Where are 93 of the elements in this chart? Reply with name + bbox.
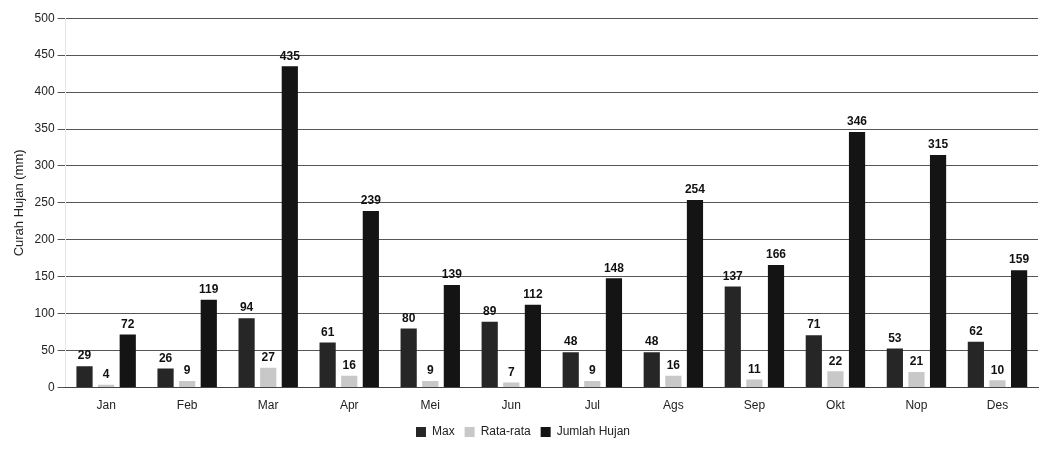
- data-label: 16: [342, 358, 357, 373]
- data-label: 148: [603, 260, 625, 275]
- y-tick-label: 200: [34, 232, 55, 247]
- bar: [319, 342, 336, 388]
- bar: [967, 341, 984, 388]
- bar: [76, 366, 93, 388]
- bar: [724, 286, 741, 388]
- bar: [524, 304, 542, 388]
- bar: [179, 380, 196, 388]
- y-axis-title: Curah Hujan (mm): [11, 149, 27, 257]
- data-label: 4: [102, 366, 110, 381]
- x-tick-label: Sep: [743, 398, 766, 413]
- y-tick-label: 150: [34, 269, 55, 284]
- data-label: 112: [523, 287, 543, 302]
- data-label: 26: [158, 350, 173, 365]
- bar: [562, 352, 579, 388]
- x-tick-label: Nop: [905, 398, 928, 413]
- bar: [908, 372, 925, 388]
- bar: [827, 371, 844, 388]
- data-label: 9: [588, 363, 596, 378]
- bar: [400, 328, 417, 388]
- data-label: 10: [990, 362, 1005, 377]
- y-tick-label: 350: [34, 121, 55, 136]
- bar: [503, 382, 520, 388]
- bar: [665, 375, 682, 388]
- x-tick-label: Jan: [96, 398, 116, 413]
- bar: [260, 367, 277, 388]
- data-label: 254: [684, 182, 706, 197]
- bar: [443, 284, 460, 388]
- y-tick-label: 300: [34, 158, 55, 173]
- data-label: 119: [199, 282, 219, 296]
- data-label: 9: [183, 363, 191, 378]
- data-label: 16: [666, 358, 681, 373]
- x-tick-label: Mei: [420, 398, 440, 413]
- y-tick-label: 0: [47, 379, 55, 394]
- data-label: 22: [828, 353, 843, 368]
- data-label: 166: [765, 247, 787, 262]
- data-label: 346: [847, 114, 868, 129]
- bar: [848, 131, 866, 388]
- data-label: 71: [807, 317, 821, 332]
- data-label: 48: [645, 334, 659, 349]
- data-label: 27: [261, 349, 276, 364]
- x-tick-label: Okt: [826, 398, 846, 413]
- data-label: 61: [320, 324, 335, 339]
- bar: [481, 321, 498, 388]
- x-tick-label: Apr: [339, 398, 359, 413]
- data-label: 80: [401, 310, 416, 325]
- bar: [643, 352, 660, 388]
- legend-label: Jumlah Hujan: [556, 424, 631, 439]
- bar: [1010, 270, 1028, 388]
- y-tick-label: 400: [34, 84, 55, 99]
- bar: [989, 380, 1006, 388]
- data-label: 94: [239, 300, 254, 315]
- data-label: 62: [969, 324, 983, 339]
- bar: [157, 368, 174, 388]
- x-tick-label: Ags: [663, 398, 684, 413]
- data-label: 7: [507, 364, 515, 379]
- data-label: 159: [1009, 252, 1030, 267]
- data-label: 48: [564, 334, 578, 349]
- x-tick-label: Feb: [176, 398, 198, 413]
- bar: [238, 318, 255, 388]
- bar: [422, 380, 439, 388]
- y-tick-label: 50: [41, 342, 55, 357]
- legend-label: Rata-rata: [480, 424, 531, 439]
- x-tick-label: Jul: [584, 398, 600, 413]
- bar: [805, 335, 822, 388]
- bar: [746, 379, 763, 388]
- bar: [200, 299, 217, 388]
- data-label: 21: [909, 354, 924, 369]
- data-label: 29: [77, 348, 92, 363]
- bar: [341, 375, 358, 388]
- bar: [362, 211, 379, 388]
- bar: [584, 380, 601, 388]
- data-label: 9: [426, 363, 434, 378]
- data-label: 11: [748, 361, 762, 376]
- bar: [767, 264, 785, 388]
- y-tick-label: 100: [34, 306, 55, 321]
- data-label: 315: [928, 137, 949, 152]
- bar: [886, 348, 903, 388]
- y-tick-label: 250: [34, 195, 55, 210]
- x-tick-label: Jun: [501, 398, 521, 413]
- bar: [119, 334, 136, 388]
- x-tick-label: Des: [986, 398, 1009, 413]
- y-tick-label: 450: [34, 47, 55, 62]
- x-tick-label: Mar: [257, 398, 279, 413]
- data-label: 72: [121, 316, 135, 331]
- bar: [686, 199, 704, 388]
- data-label: 53: [888, 330, 902, 345]
- bar: [281, 66, 298, 388]
- legend-label: Max: [431, 424, 455, 439]
- bar: [929, 154, 947, 388]
- y-tick-label: 500: [34, 10, 55, 25]
- bar: [605, 278, 623, 388]
